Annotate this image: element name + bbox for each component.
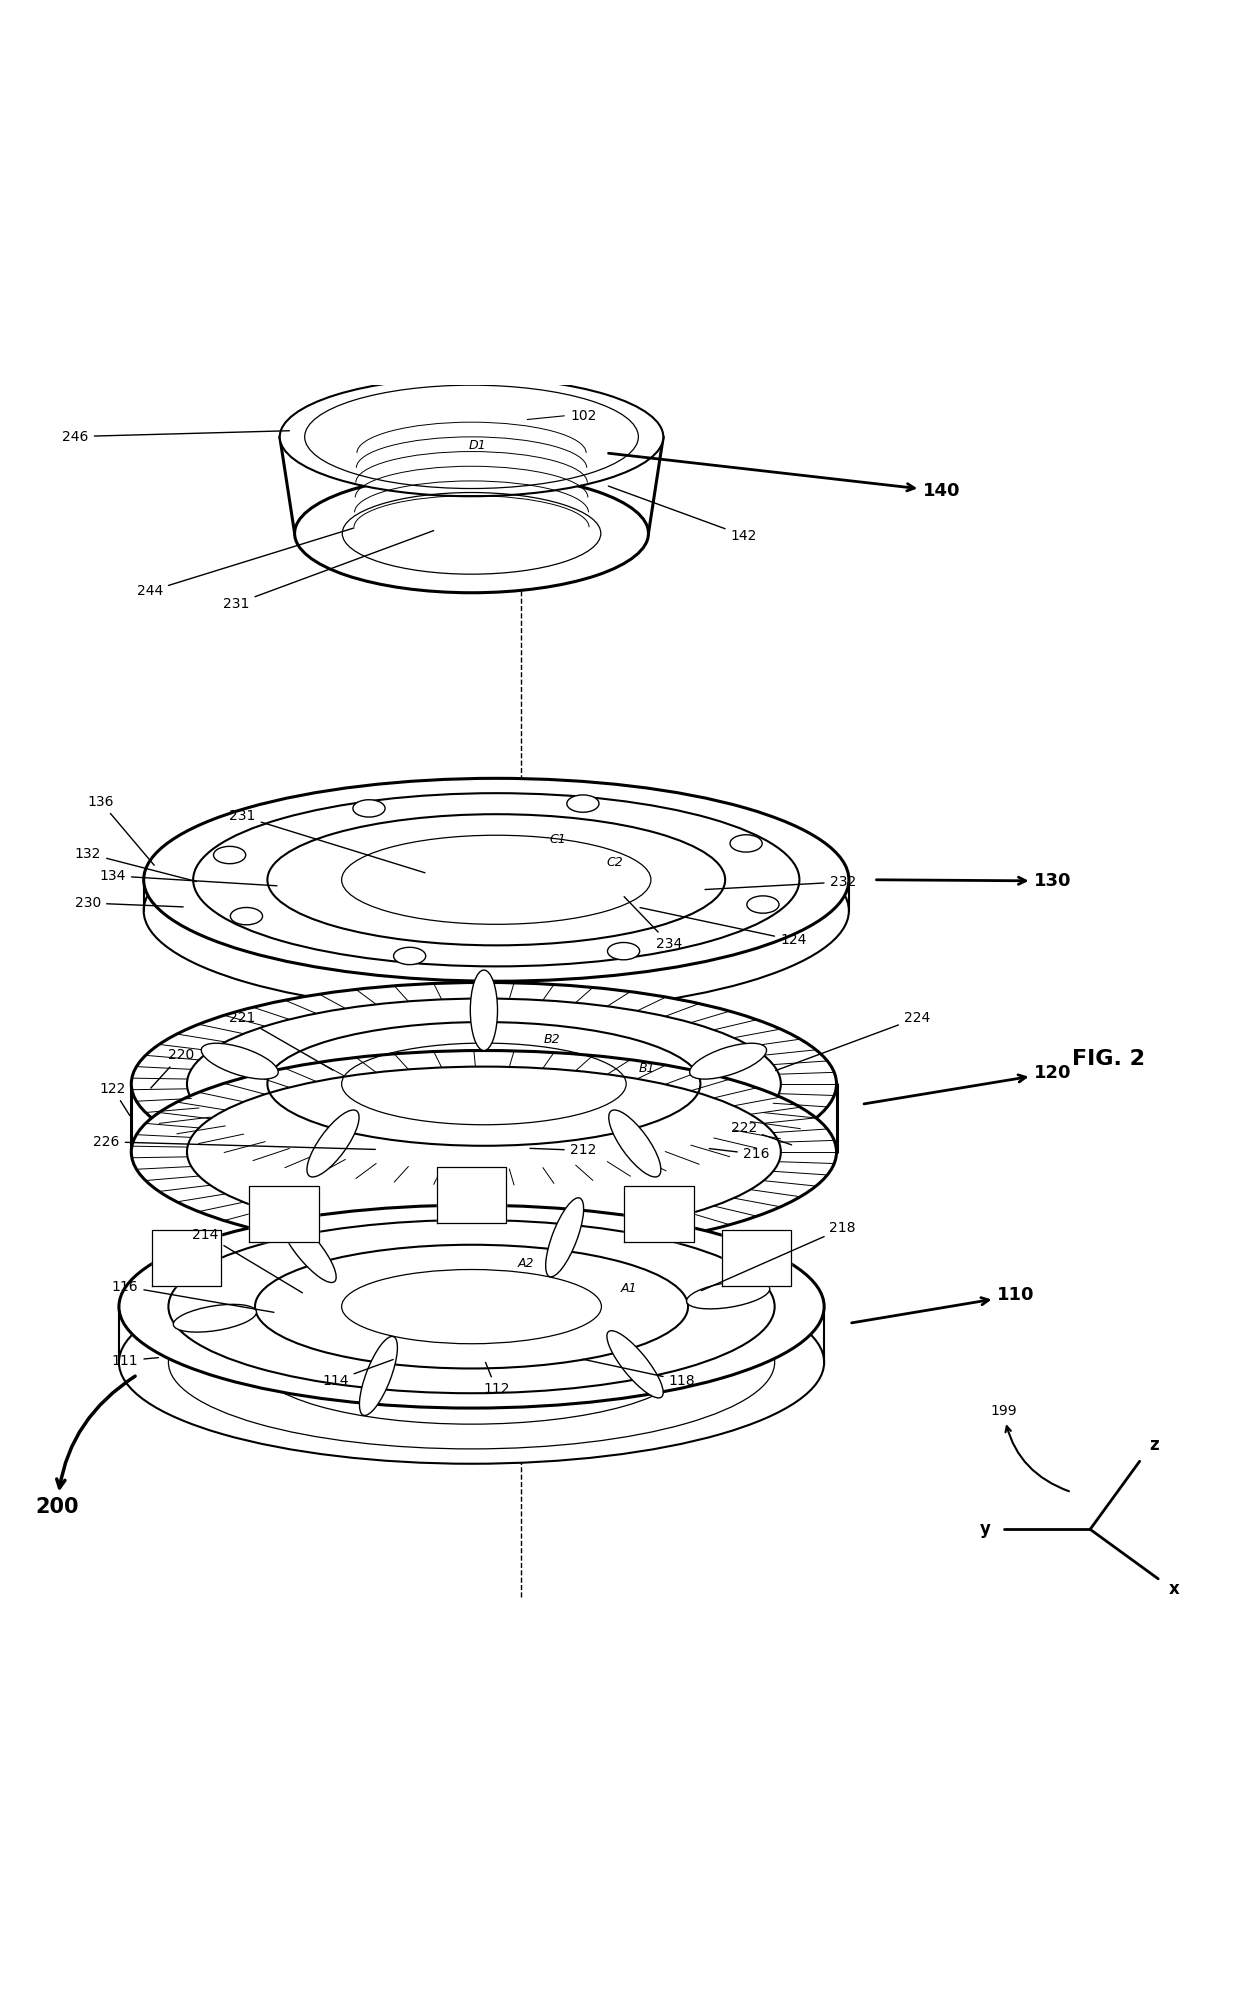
Text: 221: 221 xyxy=(229,1012,334,1070)
Text: 246: 246 xyxy=(62,429,289,444)
Text: 102: 102 xyxy=(570,409,596,423)
Ellipse shape xyxy=(119,1260,825,1463)
Text: 214: 214 xyxy=(192,1228,303,1293)
Ellipse shape xyxy=(174,1305,257,1333)
Text: B1: B1 xyxy=(639,1062,656,1074)
Text: 136: 136 xyxy=(87,795,154,865)
Text: 224: 224 xyxy=(776,1012,930,1070)
Text: A1: A1 xyxy=(621,1282,637,1295)
Text: 244: 244 xyxy=(136,528,353,598)
Ellipse shape xyxy=(144,779,849,981)
Text: D1: D1 xyxy=(469,440,486,452)
Text: 124: 124 xyxy=(640,907,806,947)
Text: 226: 226 xyxy=(93,1134,376,1150)
Text: 199: 199 xyxy=(991,1405,1069,1491)
Ellipse shape xyxy=(353,799,386,817)
Ellipse shape xyxy=(119,1204,825,1409)
Ellipse shape xyxy=(201,1044,278,1080)
Text: FIG. 2: FIG. 2 xyxy=(1073,1050,1146,1070)
Text: 222: 222 xyxy=(730,1122,791,1144)
Ellipse shape xyxy=(689,1044,766,1080)
Text: 216: 216 xyxy=(709,1148,769,1162)
Ellipse shape xyxy=(608,943,640,959)
Text: 218: 218 xyxy=(702,1222,856,1291)
Ellipse shape xyxy=(360,1337,397,1415)
Text: x: x xyxy=(1169,1580,1179,1598)
Ellipse shape xyxy=(280,377,663,496)
Ellipse shape xyxy=(393,947,425,965)
Text: 110: 110 xyxy=(852,1286,1034,1323)
Ellipse shape xyxy=(131,983,837,1186)
Text: 234: 234 xyxy=(624,897,682,951)
Text: 140: 140 xyxy=(609,454,961,500)
Text: 120: 120 xyxy=(864,1064,1071,1104)
Text: 118: 118 xyxy=(583,1359,696,1387)
Text: B2: B2 xyxy=(544,1034,560,1046)
Ellipse shape xyxy=(280,1216,336,1282)
Text: 111: 111 xyxy=(112,1355,159,1367)
Ellipse shape xyxy=(295,474,649,592)
Text: 230: 230 xyxy=(74,895,184,909)
Text: 212: 212 xyxy=(529,1144,596,1158)
Ellipse shape xyxy=(687,1280,770,1309)
Text: 132: 132 xyxy=(74,847,197,881)
Ellipse shape xyxy=(546,1198,584,1276)
Text: C1: C1 xyxy=(549,833,567,845)
Text: z: z xyxy=(1149,1437,1159,1455)
Text: 122: 122 xyxy=(99,1082,130,1116)
Ellipse shape xyxy=(308,1110,360,1176)
Ellipse shape xyxy=(746,895,779,913)
Text: 114: 114 xyxy=(322,1359,393,1387)
Text: 142: 142 xyxy=(609,486,756,542)
Ellipse shape xyxy=(567,795,599,813)
Text: A2: A2 xyxy=(518,1256,534,1270)
Polygon shape xyxy=(249,1186,319,1242)
Ellipse shape xyxy=(213,847,246,863)
Ellipse shape xyxy=(470,969,497,1050)
Ellipse shape xyxy=(131,1050,837,1254)
Text: 134: 134 xyxy=(99,869,277,885)
Text: 116: 116 xyxy=(112,1280,274,1313)
Text: 232: 232 xyxy=(706,875,856,889)
Ellipse shape xyxy=(609,1110,661,1176)
Polygon shape xyxy=(153,1230,222,1286)
Polygon shape xyxy=(436,1166,506,1222)
Text: 112: 112 xyxy=(484,1363,510,1397)
Text: 220: 220 xyxy=(151,1048,193,1088)
Text: 130: 130 xyxy=(877,871,1071,889)
Text: 231: 231 xyxy=(229,809,425,873)
Text: y: y xyxy=(980,1521,991,1537)
Polygon shape xyxy=(722,1230,791,1286)
Ellipse shape xyxy=(606,1331,663,1399)
Text: 231: 231 xyxy=(223,530,434,610)
Ellipse shape xyxy=(730,835,763,853)
Ellipse shape xyxy=(144,809,849,1012)
Text: 200: 200 xyxy=(35,1377,135,1517)
Ellipse shape xyxy=(231,907,263,925)
Polygon shape xyxy=(624,1186,693,1242)
Text: C2: C2 xyxy=(606,857,624,869)
